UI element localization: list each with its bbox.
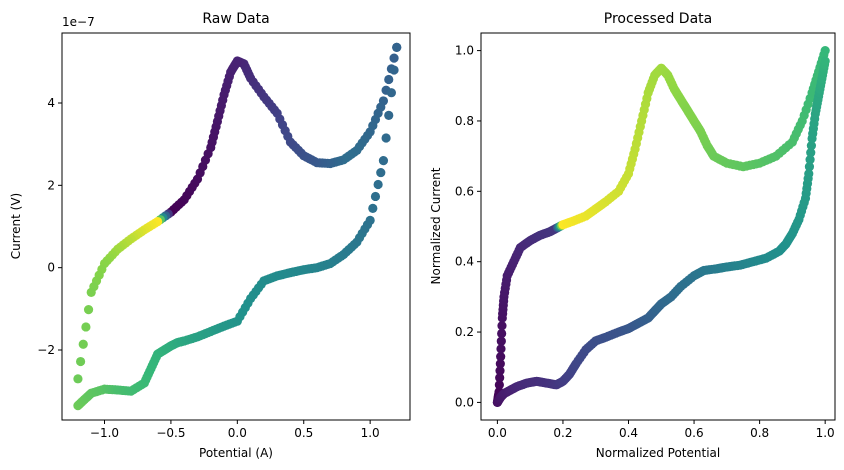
raw-data-point — [389, 65, 399, 75]
processed-data-point — [496, 336, 506, 346]
processed-data-point — [820, 56, 830, 66]
raw-data-x-tick-label: 0.0 — [228, 426, 247, 440]
raw-data-panel: Raw Data 1e−7 −1.0 −0.5 0.0 0.5 1.0 −2 0 2 4 Po… — [9, 11, 411, 460]
processed-data-point — [497, 321, 507, 331]
processed-data-point — [820, 45, 830, 56]
processed-data-y-axis-label: Normalized Current — [429, 167, 443, 284]
processed-data-y-tick-label: 0.8 — [455, 114, 474, 128]
raw-data-point — [376, 167, 386, 178]
processed-data-point — [496, 344, 506, 354]
raw-data-y-tick-label: −2 — [37, 343, 55, 357]
raw-data-y-tick-label: 2 — [47, 178, 55, 192]
raw-data-point — [381, 133, 391, 143]
processed-data-point — [494, 380, 504, 390]
processed-data-x-ticks: 0.0 0.2 0.4 0.6 0.8 1.0 — [488, 420, 835, 440]
raw-data-point — [392, 42, 402, 53]
raw-data-title: Raw Data — [202, 11, 269, 27]
processed-data-x-tick-label: 0.8 — [750, 426, 769, 440]
raw-data-point — [73, 374, 83, 384]
raw-data-point — [386, 88, 396, 98]
processed-data-x-tick-label: 0.6 — [685, 426, 704, 440]
processed-data-y-tick-label: 1.0 — [455, 44, 474, 58]
processed-data-y-ticks: 0.0 0.2 0.4 0.6 0.8 1.0 — [455, 44, 481, 409]
processed-data-y-tick-label: 0.2 — [455, 325, 474, 339]
processed-data-title: Processed Data — [604, 11, 713, 27]
raw-data-point — [384, 74, 394, 85]
raw-data-x-tick-label: −0.5 — [156, 426, 185, 440]
raw-data-y-axis-label: Current (V) — [9, 193, 23, 259]
raw-data-point — [86, 287, 96, 297]
raw-data-point — [373, 179, 383, 190]
raw-data-point — [83, 305, 94, 315]
raw-data-point — [378, 156, 389, 166]
raw-data-y-tick-label: 4 — [47, 96, 55, 110]
raw-data-x-tick-label: 1.0 — [361, 426, 380, 440]
processed-data-x-tick-label: 0.2 — [553, 426, 572, 440]
processed-data-point — [496, 352, 506, 362]
raw-data-point — [389, 53, 399, 63]
raw-data-point — [370, 191, 381, 202]
raw-data-point — [76, 356, 86, 367]
processed-data-x-axis-label: Normalized Potential — [596, 446, 720, 460]
processed-data-panel: Processed Data 0.0 0.2 0.4 0.6 0.8 1.0 0.0 0.2… — [429, 11, 836, 460]
processed-data-point — [804, 169, 814, 179]
processed-data-point — [806, 140, 817, 151]
raw-data-point — [78, 339, 88, 349]
processed-data-point — [804, 162, 815, 172]
processed-data-x-tick-label: 0.0 — [488, 426, 507, 440]
processed-data-markers — [492, 45, 830, 408]
processed-data-y-tick-label: 0.6 — [455, 184, 474, 198]
raw-data-x-tick-label: 0.5 — [294, 426, 313, 440]
raw-data-axes-frame — [61, 32, 411, 421]
processed-data-point — [495, 366, 505, 376]
processed-data-axes-frame — [480, 32, 836, 421]
raw-data-x-ticks: −1.0 −0.5 0.0 0.5 1.0 — [90, 420, 380, 440]
raw-data-point — [81, 322, 91, 332]
processed-data-point — [806, 148, 816, 158]
raw-data-x-tick-label: −1.0 — [90, 426, 119, 440]
processed-data-y-tick-label: 0.0 — [455, 395, 474, 409]
raw-data-markers — [73, 42, 402, 411]
processed-data-point — [495, 373, 505, 383]
processed-data-x-tick-label: 1.0 — [816, 426, 835, 440]
processed-data-x-tick-label: 0.4 — [619, 426, 638, 440]
processed-data-point — [497, 328, 507, 339]
raw-data-x-axis-label: Potential (A) — [199, 446, 273, 460]
raw-data-y-ticks: −2 0 2 4 — [37, 96, 62, 357]
raw-data-point — [384, 110, 394, 120]
raw-data-point — [368, 203, 378, 213]
processed-data-point — [805, 155, 815, 165]
processed-data-point — [495, 359, 505, 369]
raw-data-offset-text: 1e−7 — [62, 15, 95, 29]
raw-data-point — [365, 215, 375, 225]
raw-data-y-tick-label: 0 — [47, 261, 55, 275]
processed-data-y-tick-label: 0.4 — [455, 255, 474, 269]
